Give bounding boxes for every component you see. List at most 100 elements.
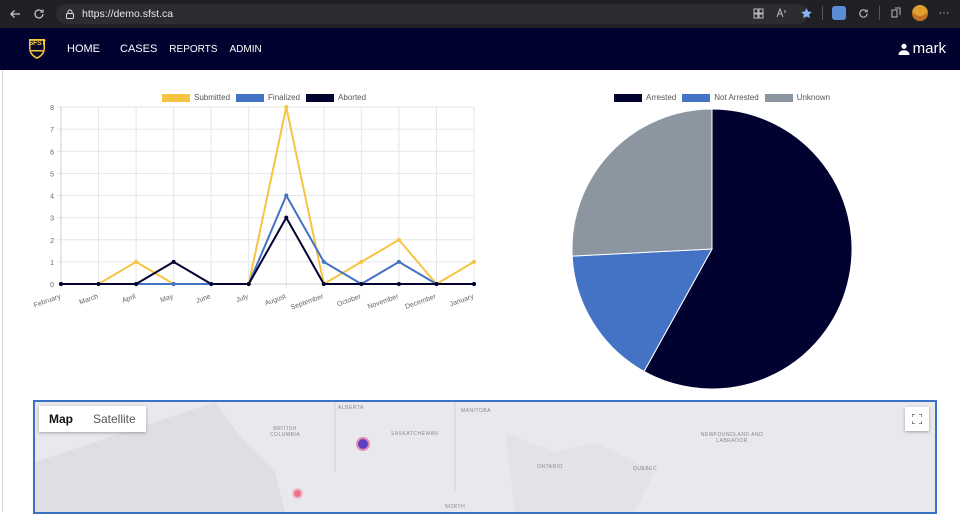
data-point [396,237,401,242]
pie-slice-arrested [643,108,853,390]
map-marker[interactable] [358,439,368,449]
data-point [246,282,251,286]
y-tick-label: 7 [50,127,54,134]
data-point [359,259,364,264]
logo-text: SFST [28,40,46,47]
x-tick-label: December [404,293,437,311]
back-icon[interactable] [6,5,24,23]
star-icon[interactable] [798,5,814,21]
map-label: SASKATCHEWAN [391,431,439,437]
data-point [284,105,289,109]
map-type-satellite-button[interactable]: Satellite [93,412,136,426]
y-tick-label: 0 [50,282,54,289]
nav-admin[interactable]: ADMIN [229,43,262,55]
data-point [171,259,176,264]
legend-swatch [682,93,711,102]
refresh-icon[interactable] [855,5,871,21]
legend-item-unknown[interactable]: Unknown [764,93,831,102]
x-tick-label: June [195,293,212,305]
data-point [171,282,176,286]
user-icon [898,43,910,55]
map-label: QUEBEC [633,466,658,472]
collections-icon[interactable] [888,5,904,21]
x-tick-label: January [449,293,475,308]
legend-item-submitted[interactable]: Submitted [162,93,230,102]
data-point [209,282,214,286]
y-tick-label: 6 [50,149,54,156]
y-tick-label: 5 [50,171,54,178]
map-label: BRITISH COLUMBIA [269,426,301,438]
legend-label: Submitted [194,93,231,102]
y-tick-label: 8 [50,105,54,112]
profile-avatar[interactable] [912,5,928,21]
x-tick-label: February [33,293,62,309]
data-point [134,259,139,264]
user-name: mark [912,40,946,57]
legend-swatch [764,93,793,102]
more-icon[interactable]: ··· [938,7,950,19]
x-tick-label: March [79,293,100,306]
x-tick-label: July [235,293,250,304]
legend-item-aborted[interactable]: Aborted [306,93,366,102]
arrest-pie-chart [571,108,853,390]
legend-item-arrested[interactable]: Arrested [614,93,676,102]
x-tick-label: October [336,293,362,308]
legend-label: Aborted [338,93,367,102]
data-point [396,259,401,264]
data-point [472,259,476,264]
extension-icon[interactable] [831,5,847,21]
sfst-logo[interactable]: SFST [27,38,47,60]
legend-item-not-arrested[interactable]: Not Arrested [682,93,759,102]
url-text: https://demo.sfst.ca [82,8,174,20]
map-type-map-button[interactable]: Map [49,412,73,426]
data-point [359,282,364,286]
map-marker[interactable] [294,490,301,497]
y-tick-label: 2 [50,238,54,245]
fullscreen-button[interactable] [905,407,929,431]
nav-home[interactable]: HOME [67,43,100,55]
map-label: ALBERTA [338,405,364,411]
x-tick-label: September [290,293,325,312]
app-header: SFST HOME CASES REPORTS ADMIN mark [0,28,960,70]
fullscreen-icon [912,414,922,424]
pie-slice-not-arrested [571,248,713,373]
legend-label: Unknown [796,93,831,102]
data-point [321,282,326,286]
cases-line-chart: 0 1 2 3 4 5 6 7 8 February March April May June July Au… [33,105,476,312]
map-label: NORTH [445,504,466,510]
case-map[interactable]: Map Satellite ALBERTA MANITOBA BRITISH C… [33,400,937,514]
pie-slice-unknown [571,108,713,257]
x-tick-label: April [121,293,137,305]
legend-swatch [614,93,642,102]
dashboard-content: Submitted Finalized Aborted 0 1 2 3 4 5 6 7 8 Feb… [0,70,960,514]
data-point [96,282,101,286]
legend-swatch [236,93,265,102]
y-tick-label: 1 [50,260,54,267]
x-tick-label: May [159,293,174,304]
nav-reports[interactable]: REPORTS [169,43,218,55]
legend-label: Arrested [646,93,677,102]
series-line-submitted [61,106,475,285]
address-bar[interactable]: https://demo.sfst.ca [56,4,808,24]
data-point [434,282,439,286]
data-point [59,282,63,286]
divider [2,70,3,512]
line-chart-legend: Submitted Finalized Aborted [162,93,372,102]
legend-swatch [306,93,335,102]
toolbar-divider [879,6,880,20]
user-menu[interactable]: mark [898,40,946,57]
toolbar-divider [822,6,823,20]
data-point [321,259,326,264]
read-aloud-icon[interactable] [774,5,790,21]
nav-cases[interactable]: CASES [120,43,158,55]
data-point [284,193,289,198]
data-point [472,282,476,286]
legend-item-finalized[interactable]: Finalized [236,93,300,102]
series-line-aborted [61,216,474,285]
map-type-control: Map Satellite [39,406,146,432]
y-tick-label: 4 [50,194,54,201]
data-point [396,282,401,286]
browser-toolbar: https://demo.sfst.ca ··· [0,0,960,28]
reload-icon[interactable] [30,5,48,23]
grid-icon[interactable] [750,5,766,21]
